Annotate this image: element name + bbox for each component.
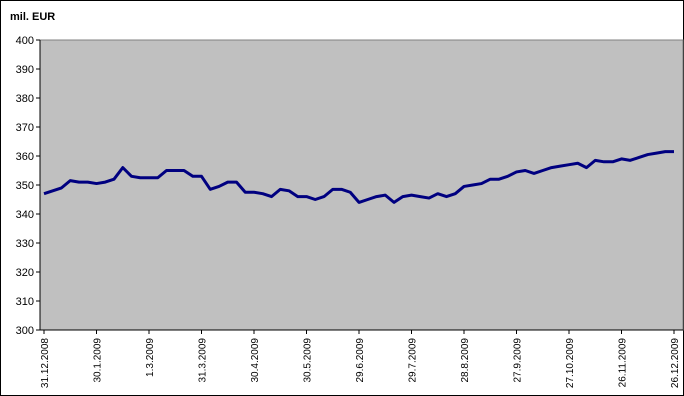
x-tick-label: 30.4.2009 xyxy=(250,338,261,383)
y-tick-label: 350 xyxy=(16,180,34,192)
data-line xyxy=(43,150,674,204)
y-tick-label: 310 xyxy=(16,296,34,308)
y-tick-label: 300 xyxy=(16,325,34,337)
plot-area xyxy=(39,39,684,331)
y-tick-label: 380 xyxy=(16,93,34,105)
x-tick-label: 26.12.2009 xyxy=(670,338,681,388)
y-tick-label: 360 xyxy=(16,151,34,163)
x-tick-label: 30.5.2009 xyxy=(303,338,314,383)
chart-title: mil. EUR xyxy=(10,11,55,23)
x-tick-label: 27.10.2009 xyxy=(565,338,576,388)
y-tick-label: 370 xyxy=(16,122,34,134)
y-tick-label: 390 xyxy=(16,64,34,76)
x-tick-label: 31.12.2008 xyxy=(40,338,51,388)
x-tick-label: 30.1.2009 xyxy=(93,338,104,383)
x-tick-label: 29.6.2009 xyxy=(355,338,366,383)
x-tick-label: 26.11.2009 xyxy=(618,338,629,388)
y-tick-label: 400 xyxy=(16,35,34,47)
x-tick-label: 28.8.2009 xyxy=(460,338,471,383)
y-tick-label: 320 xyxy=(16,267,34,279)
x-tick-label: 27.9.2009 xyxy=(513,338,524,383)
y-tick-label: 340 xyxy=(16,209,34,221)
y-tick-label: 330 xyxy=(16,238,34,250)
x-tick-label: 1.3.2009 xyxy=(145,338,156,377)
x-tick-label: 29.7.2009 xyxy=(408,338,419,383)
x-tick-label: 31.3.2009 xyxy=(198,338,209,383)
